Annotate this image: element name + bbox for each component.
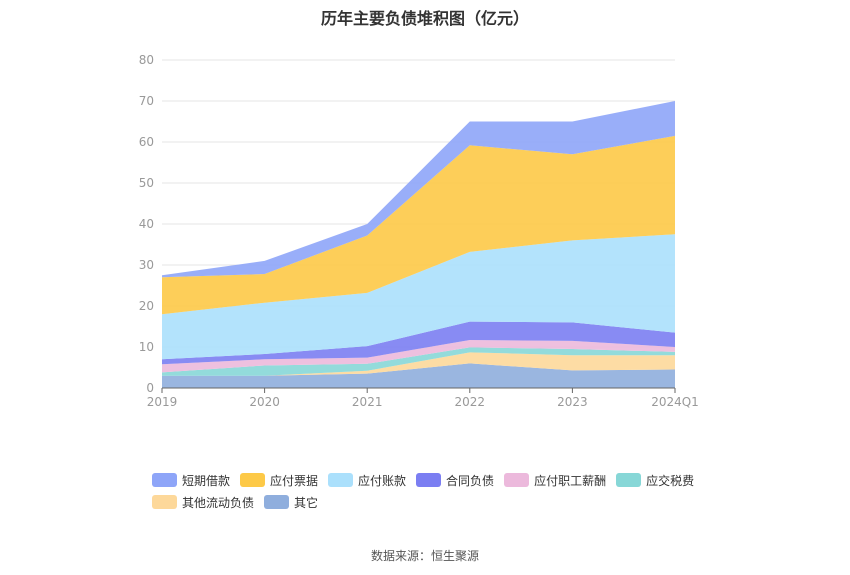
legend-item[interactable]: 短期借款 xyxy=(152,472,230,488)
area-series xyxy=(162,347,675,376)
y-tick-label: 20 xyxy=(139,299,154,313)
legend-swatch xyxy=(240,473,266,487)
legend-swatch xyxy=(504,473,530,487)
area-series xyxy=(162,234,675,360)
legend-swatch xyxy=(152,473,177,487)
area-series xyxy=(162,101,675,278)
legend-swatch xyxy=(616,473,642,487)
legend-label: 应交税费 xyxy=(646,473,695,488)
legend: 短期借款 应付票据 应付账款 合同负债 应付职工薪酬 应交税费其他流动负债 其它 xyxy=(152,472,732,516)
legend-label: 应付票据 xyxy=(270,473,319,488)
area-series-group xyxy=(162,101,675,388)
legend-item[interactable]: 应付账款 xyxy=(328,472,406,488)
chart-title: 历年主要负债堆积图（亿元） xyxy=(320,9,529,28)
area-series xyxy=(162,352,675,376)
legend-item[interactable]: 其它 xyxy=(264,494,318,510)
y-tick-label: 40 xyxy=(139,217,154,231)
legend-label: 其他流动负债 xyxy=(182,495,255,510)
x-tick-label: 2021 xyxy=(352,395,383,409)
legend-label: 应付职工薪酬 xyxy=(534,473,607,488)
axes: 0 10 20 30 40 50 60 70 80 2019 2020 2021 2022 2023 202… xyxy=(139,53,699,409)
y-tick-label: 0 xyxy=(146,381,154,395)
area-series xyxy=(162,340,675,373)
legend-label: 合同负债 xyxy=(446,473,495,488)
area-series xyxy=(162,135,675,315)
y-tick-label: 70 xyxy=(139,94,154,108)
legend-item[interactable]: 应付职工薪酬 xyxy=(504,472,606,488)
y-tick-label: 60 xyxy=(139,135,154,149)
legend-swatch xyxy=(416,473,442,487)
area-series xyxy=(162,321,675,365)
area-series xyxy=(162,363,675,388)
legend-item[interactable]: 应付票据 xyxy=(240,472,318,488)
legend-swatch xyxy=(328,473,354,487)
x-tick-label: 2023 xyxy=(557,395,588,409)
x-tick-label: 2019 xyxy=(147,395,178,409)
y-tick-label: 30 xyxy=(139,258,154,272)
legend-item[interactable]: 合同负债 xyxy=(416,472,494,488)
legend-item[interactable]: 其他流动负债 xyxy=(152,494,254,510)
y-tick-label: 50 xyxy=(139,176,154,190)
y-tick-label: 80 xyxy=(139,53,154,67)
x-tick-label: 2024Q1 xyxy=(651,395,699,409)
x-tick-label: 2020 xyxy=(249,395,280,409)
legend-label: 短期借款 xyxy=(182,473,231,488)
legend-label: 其它 xyxy=(294,495,319,510)
legend-swatch xyxy=(152,495,177,509)
y-tick-label: 10 xyxy=(139,340,154,354)
legend-swatch xyxy=(264,495,290,509)
data-source-note: 数据来源：恒生聚源 xyxy=(370,549,479,563)
x-tick-label: 2022 xyxy=(455,395,486,409)
legend-label: 应付账款 xyxy=(358,473,407,488)
legend-item[interactable]: 应交税费 xyxy=(616,472,694,488)
